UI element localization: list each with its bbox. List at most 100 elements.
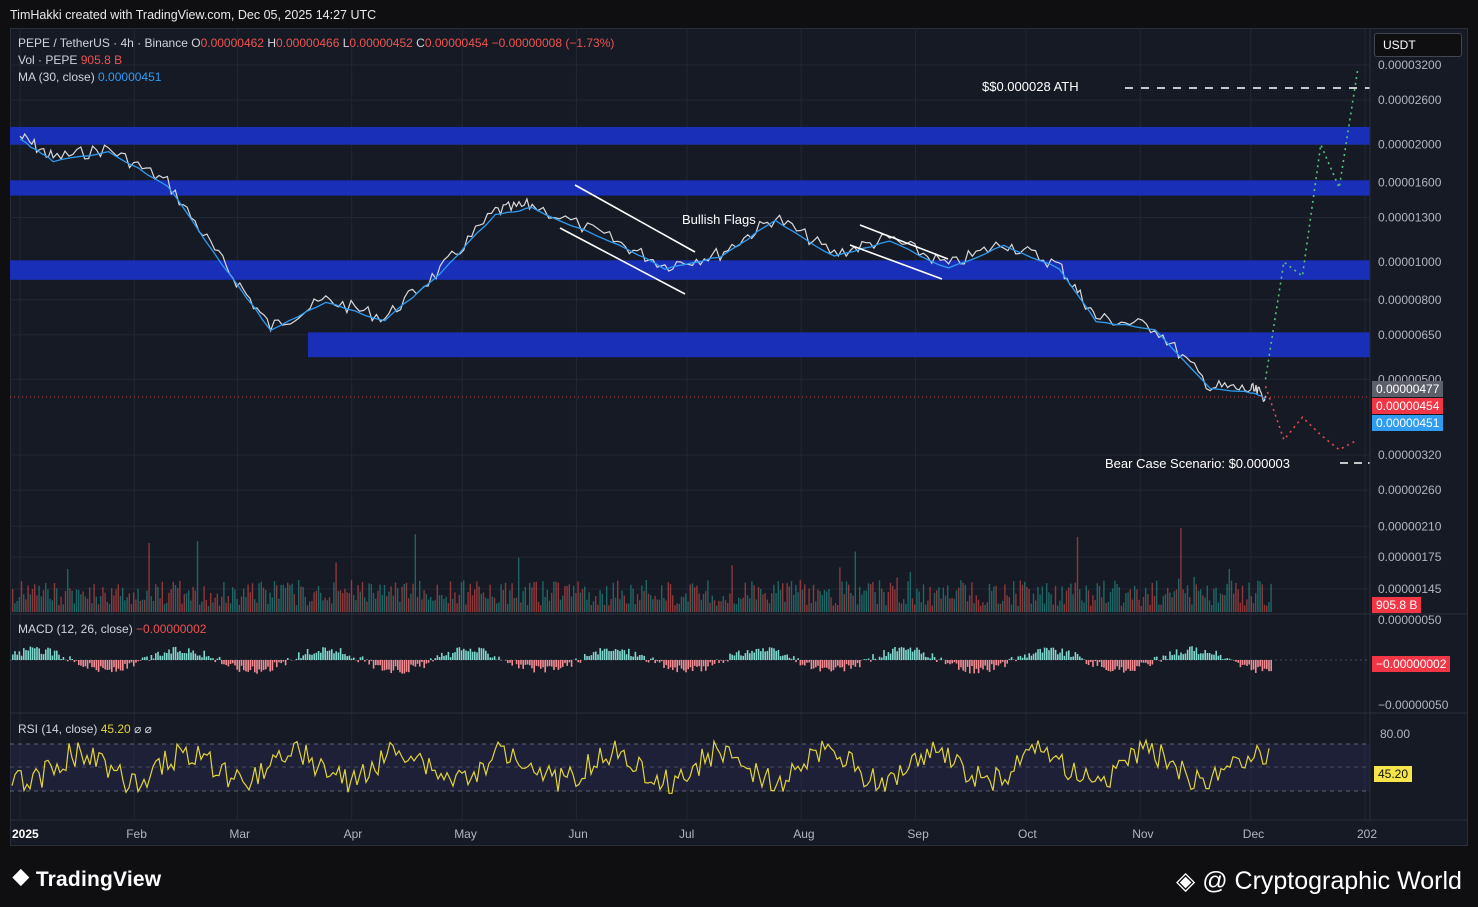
currency-button[interactable]: USDT: [1374, 33, 1462, 57]
volume-bar: [1228, 568, 1230, 612]
sr-zones: [10, 126, 1370, 358]
rsi-settings-icons[interactable]: ⌀ ⌀: [134, 722, 152, 736]
volume-bar: [1043, 603, 1046, 612]
symbol-legend[interactable]: PEPE / TetherUS · 4h · Binance O0.000004…: [18, 36, 614, 50]
macd-bar: [727, 660, 729, 662]
price-tick-label: 0.00000320: [1378, 448, 1442, 462]
volume-bar: [454, 592, 456, 612]
volume-bar: [485, 597, 487, 612]
volume-bar: [434, 600, 436, 612]
volume-bar: [238, 604, 240, 612]
macd-bar: [625, 654, 628, 660]
macd-bar: [375, 660, 377, 666]
macd-bar: [529, 660, 531, 666]
volume-bar: [247, 584, 249, 612]
price-badge: 0.00000454: [1372, 398, 1444, 414]
volume-bar: [86, 598, 89, 612]
volume-bar: [203, 586, 205, 612]
macd-bar: [1259, 660, 1261, 667]
chart-frame[interactable]: [10, 28, 1468, 846]
macd-bar: [601, 650, 604, 660]
macd-bar: [883, 650, 885, 660]
macd-bar: [1136, 660, 1138, 667]
volume-bar: [243, 588, 245, 612]
volume-bar: [29, 594, 31, 612]
volume-bar: [907, 581, 909, 612]
macd-bar: [678, 660, 681, 666]
macd-bar: [1175, 649, 1178, 660]
macd-bar: [852, 660, 854, 666]
macd-bar: [447, 651, 450, 660]
macd-bar: [837, 660, 839, 666]
rsi-legend[interactable]: RSI (14, close) 45.20 ⌀ ⌀: [18, 722, 152, 736]
volume-bar: [337, 591, 339, 612]
volume-bar: [368, 583, 370, 612]
ma-legend[interactable]: MA (30, close) 0.00000451: [18, 70, 161, 84]
volume-bar: [254, 599, 256, 612]
macd-bar: [1186, 649, 1189, 660]
macd-bar: [1211, 654, 1213, 660]
volume-bar: [1171, 597, 1173, 612]
ma-line: [19, 138, 1266, 400]
volume-bar: [18, 597, 20, 612]
volume-bar: [773, 584, 775, 612]
volume-bar: [276, 585, 278, 612]
macd-bar: [702, 660, 705, 667]
time-tick-label: Feb: [126, 827, 147, 841]
macd-bar: [1222, 659, 1224, 660]
volume-legend[interactable]: Vol · PEPE 905.8 B: [18, 53, 122, 67]
macd-bar: [709, 660, 711, 663]
macd-legend[interactable]: MACD (12, 26, close) −0.00000002: [18, 622, 206, 636]
volume-bar: [823, 590, 826, 612]
volume-bar: [375, 598, 377, 612]
volume-bar: [870, 584, 872, 612]
macd-bar: [480, 648, 483, 660]
volume-bar: [379, 584, 381, 612]
volume-bar: [364, 597, 366, 612]
volume-bar: [405, 582, 408, 612]
volume-bar: [520, 602, 522, 612]
volume-bar: [1191, 604, 1193, 612]
volume-bar: [212, 602, 214, 612]
volume-bar: [603, 604, 606, 612]
macd-bar: [141, 657, 144, 660]
macd-bar: [881, 657, 883, 660]
volume-bar: [419, 580, 421, 612]
volume-bar: [1259, 581, 1261, 612]
tradingview-logo[interactable]: ⯁ TradingView: [12, 866, 161, 892]
volume-bar: [507, 603, 509, 612]
macd-bar: [830, 660, 832, 672]
macd-bar: [196, 655, 199, 660]
volume-bar: [595, 596, 597, 612]
volume-bar: [210, 593, 212, 612]
macd-bar: [1162, 655, 1165, 660]
time-tick-label: Nov: [1132, 827, 1153, 841]
macd-bar: [597, 654, 599, 660]
macd-bar: [812, 660, 815, 669]
macd-bar: [128, 660, 131, 664]
volume-bar: [16, 600, 18, 612]
volume-bar: [874, 592, 876, 612]
volume-bar: [291, 583, 293, 612]
macd-bar: [1004, 660, 1006, 668]
volume-bar: [953, 598, 955, 612]
volume-bar: [474, 589, 476, 612]
macd-bar: [271, 660, 274, 671]
volume-bar: [273, 581, 276, 612]
macd-bar: [1063, 655, 1066, 660]
volume-bar: [1072, 594, 1074, 612]
macd-bar: [850, 660, 852, 669]
macd-bar: [1138, 660, 1140, 667]
macd-bar: [749, 653, 751, 660]
macd-bar: [1226, 658, 1228, 660]
volume-bar: [1129, 589, 1131, 612]
volume-bar: [711, 595, 713, 612]
volume-bar: [557, 582, 559, 612]
volume-bar: [581, 589, 584, 612]
macd-bar: [966, 660, 969, 667]
ma-label: MA (30, close): [18, 70, 95, 84]
macd-bar: [69, 656, 71, 660]
macd-bar: [916, 647, 918, 660]
volume-bar: [821, 594, 823, 612]
